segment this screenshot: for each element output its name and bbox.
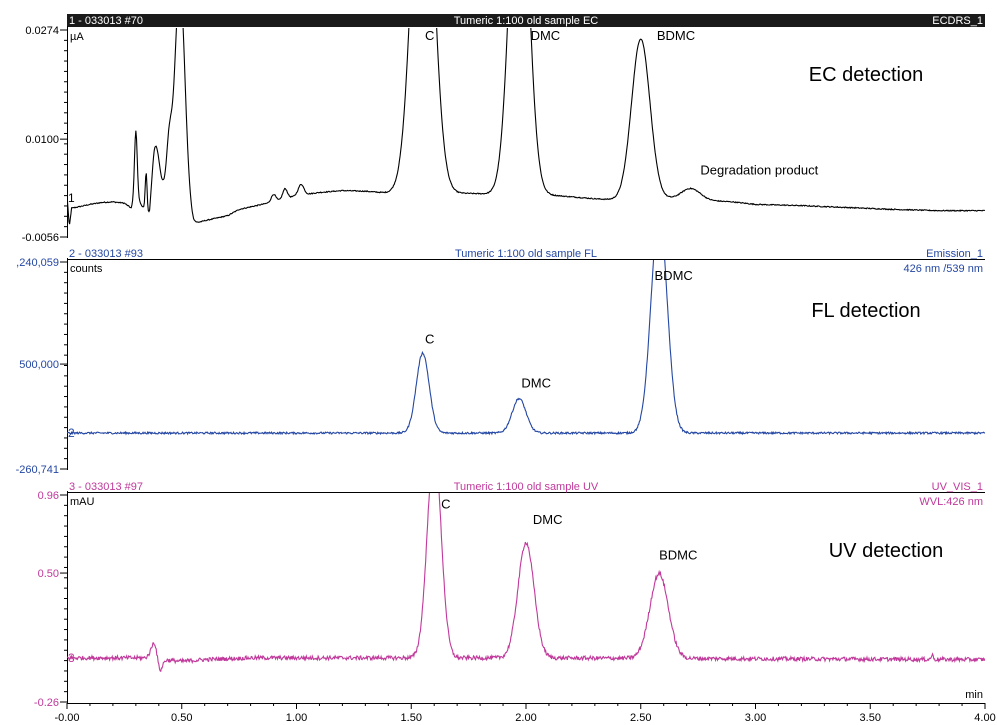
x-tick-label: 4.00	[974, 712, 995, 724]
fl-y-tick-label: -260,741	[16, 464, 59, 476]
fl-panel: 2 - 033013 #93 Tumeric 1:100 old sample …	[16, 248, 985, 476]
x-tick-label: 1.00	[286, 712, 307, 724]
uv-peak-label: BDMC	[659, 547, 697, 562]
x-tick-label: 3.00	[745, 712, 766, 724]
ec-header-right: ECDRS_1	[932, 15, 983, 27]
fl-detection-label: FL detection	[811, 300, 920, 322]
uv-header-right: UV_VIS_1	[932, 481, 983, 493]
ec-detection-label: EC detection	[809, 64, 924, 86]
ec-panel: 1 - 033013 #70 Tumeric 1:100 old sample …	[22, 14, 985, 244]
uv-y-unit: mAU	[70, 496, 95, 508]
fl-header-center: Tumeric 1:100 old sample FL	[455, 248, 597, 260]
fl-header-left: 2 - 033013 #93	[69, 248, 143, 260]
ec-y-tick-label: 0.0274	[25, 25, 59, 37]
fl-peak-label: C	[425, 331, 434, 346]
uv-detection-label: UV detection	[829, 540, 944, 562]
uv-peak-label: DMC	[533, 512, 563, 527]
fl-header-right: Emission_1	[926, 248, 983, 260]
fl-peak-label: DMC	[521, 376, 551, 391]
uv-header-center: Tumeric 1:100 old sample UV	[454, 481, 599, 493]
uv-header-left: 3 - 033013 #97	[69, 481, 143, 493]
x-axis-unit: min	[965, 689, 983, 701]
uv-y-tick-label: 0.96	[38, 490, 59, 502]
fl-y-tick-label: ,240,059	[16, 257, 59, 269]
ec-trace-number: 1	[68, 191, 75, 205]
fl-trace-line	[67, 260, 985, 436]
x-tick-label: 2.00	[515, 712, 536, 724]
ec-header-center: Tumeric 1:100 old sample EC	[454, 15, 599, 27]
fl-peak-label: BDMC	[655, 268, 693, 283]
ec-header-left: 1 - 033013 #70	[69, 15, 143, 27]
uv-trace-line	[67, 493, 985, 673]
fl-y-tick-label: 500,000	[19, 359, 59, 371]
uv-panel: 3 - 033013 #97 Tumeric 1:100 old sample …	[34, 481, 985, 709]
fl-wavelength-label: 426 nm /539 nm	[904, 263, 984, 275]
ec-peak-label: DMC	[531, 28, 561, 43]
ec-y-tick-label: -0.0056	[22, 232, 59, 244]
ec-header-bar	[67, 14, 985, 27]
ec-peak-label: C	[425, 28, 434, 43]
ec-peak-label: Degradation product	[700, 162, 818, 177]
ec-peak-label: BDMC	[657, 28, 695, 43]
x-tick-label: 3.50	[860, 712, 881, 724]
fl-y-unit: counts	[70, 263, 103, 275]
ec-y-tick-label: 0.0100	[25, 134, 59, 146]
x-tick-label: 0.50	[171, 712, 192, 724]
uv-y-tick-label: 0.50	[38, 568, 59, 580]
x-tick-label: -0.00	[54, 712, 79, 724]
ec-y-unit: µA	[70, 31, 84, 43]
uv-peak-label: C	[441, 497, 450, 512]
x-tick-label: 1.50	[401, 712, 422, 724]
uv-y-tick-label: -0.26	[34, 697, 59, 709]
x-tick-label: 2.50	[630, 712, 651, 724]
x-axis: min -0.00 0.50 1.00 1.50 2.00 2.50 3.00 3.50 4.0…	[54, 689, 995, 724]
uv-wavelength-label: WVL:426 nm	[919, 496, 983, 508]
ec-trace-line	[67, 28, 985, 225]
